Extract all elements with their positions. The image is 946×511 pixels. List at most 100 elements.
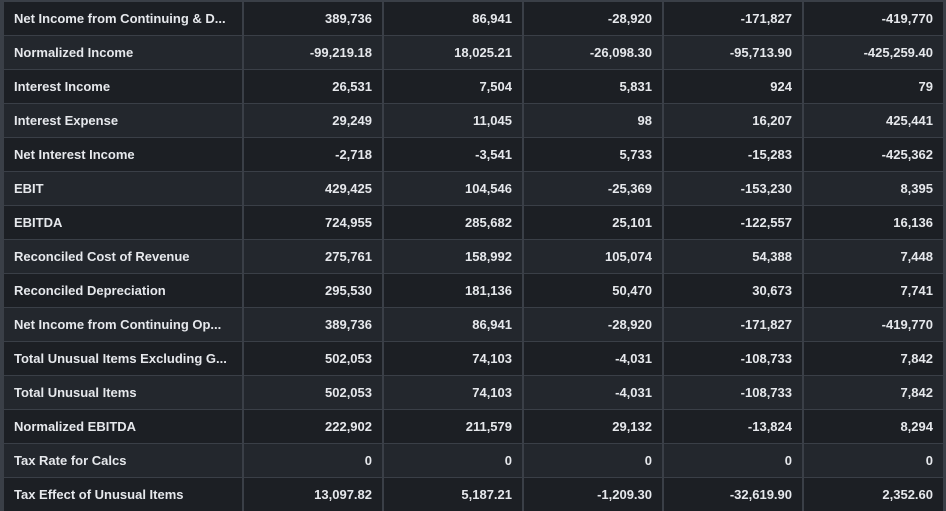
table-row: Tax Rate for Calcs 0 0 0 0 0	[0, 444, 946, 477]
value-cell: 5,831	[524, 70, 662, 103]
value-cell: -425,362	[804, 138, 943, 171]
value-cell: 275,761	[244, 240, 382, 273]
value-cell: 54,388	[664, 240, 802, 273]
table-row: Reconciled Cost of Revenue 275,761 158,992…	[0, 240, 946, 273]
value-cell: 285,682	[384, 206, 522, 239]
row-label: Tax Effect of Unusual Items	[4, 478, 242, 511]
value-cell: -108,733	[664, 376, 802, 409]
value-cell: -4,031	[524, 376, 662, 409]
row-label: Interest Expense	[4, 104, 242, 137]
table-row: Tax Effect of Unusual Items 13,097.82 5,18…	[0, 478, 946, 511]
row-label: Total Unusual Items	[4, 376, 242, 409]
value-cell: -153,230	[664, 172, 802, 205]
row-label: Normalized Income	[4, 36, 242, 69]
value-cell: -15,283	[664, 138, 802, 171]
table-row: Net Income from Continuing Op... 389,736 8…	[0, 308, 946, 341]
row-label: Total Unusual Items Excluding G...	[4, 342, 242, 375]
value-cell: 211,579	[384, 410, 522, 443]
value-cell: 18,025.21	[384, 36, 522, 69]
value-cell: 74,103	[384, 376, 522, 409]
table-row: EBIT 429,425 104,546 -25,369 -153,230 8,395	[0, 172, 946, 205]
row-label: Normalized EBITDA	[4, 410, 242, 443]
row-label: Reconciled Depreciation	[4, 274, 242, 307]
value-cell: -28,920	[524, 308, 662, 341]
value-cell: -171,827	[664, 308, 802, 341]
value-cell: 158,992	[384, 240, 522, 273]
value-cell: 105,074	[524, 240, 662, 273]
value-cell: 7,842	[804, 342, 943, 375]
table-row: Interest Income 26,531 7,504 5,831 924 79	[0, 70, 946, 103]
value-cell: -26,098.30	[524, 36, 662, 69]
value-cell: 13,097.82	[244, 478, 382, 511]
value-cell: -25,369	[524, 172, 662, 205]
value-cell: 0	[524, 444, 662, 477]
value-cell: -171,827	[664, 2, 802, 35]
value-cell: -28,920	[524, 2, 662, 35]
table-row: Total Unusual Items 502,053 74,103 -4,031 -1…	[0, 376, 946, 409]
value-cell: 25,101	[524, 206, 662, 239]
table-row: Reconciled Depreciation 295,530 181,136 50,…	[0, 274, 946, 307]
value-cell: 295,530	[244, 274, 382, 307]
row-label: EBIT	[4, 172, 242, 205]
value-cell: 16,207	[664, 104, 802, 137]
value-cell: -419,770	[804, 2, 943, 35]
row-label: Net Income from Continuing Op...	[4, 308, 242, 341]
value-cell: 502,053	[244, 342, 382, 375]
value-cell: 86,941	[384, 2, 522, 35]
table-row: Normalized Income -99,219.18 18,025.21 -26,…	[0, 36, 946, 69]
value-cell: -32,619.90	[664, 478, 802, 511]
value-cell: -2,718	[244, 138, 382, 171]
value-cell: 425,441	[804, 104, 943, 137]
value-cell: 0	[244, 444, 382, 477]
row-label: Net Interest Income	[4, 138, 242, 171]
row-label: Reconciled Cost of Revenue	[4, 240, 242, 273]
value-cell: 2,352.60	[804, 478, 943, 511]
value-cell: 79	[804, 70, 943, 103]
value-cell: 0	[804, 444, 943, 477]
value-cell: 222,902	[244, 410, 382, 443]
value-cell: 16,136	[804, 206, 943, 239]
row-label: Net Income from Continuing & D...	[4, 2, 242, 35]
row-label: Tax Rate for Calcs	[4, 444, 242, 477]
row-label: EBITDA	[4, 206, 242, 239]
table-row: EBITDA 724,955 285,682 25,101 -122,557 16,136	[0, 206, 946, 239]
value-cell: 7,448	[804, 240, 943, 273]
value-cell: 0	[664, 444, 802, 477]
value-cell: -13,824	[664, 410, 802, 443]
value-cell: 50,470	[524, 274, 662, 307]
value-cell: 7,504	[384, 70, 522, 103]
value-cell: 7,741	[804, 274, 943, 307]
value-cell: -95,713.90	[664, 36, 802, 69]
value-cell: 8,294	[804, 410, 943, 443]
value-cell: 0	[384, 444, 522, 477]
value-cell: 104,546	[384, 172, 522, 205]
table-row: Net Interest Income -2,718 -3,541 5,733 -15,…	[0, 138, 946, 171]
value-cell: 30,673	[664, 274, 802, 307]
value-cell: 7,842	[804, 376, 943, 409]
value-cell: 429,425	[244, 172, 382, 205]
value-cell: 29,132	[524, 410, 662, 443]
value-cell: 8,395	[804, 172, 943, 205]
value-cell: -1,209.30	[524, 478, 662, 511]
value-cell: -99,219.18	[244, 36, 382, 69]
value-cell: -425,259.40	[804, 36, 943, 69]
value-cell: 389,736	[244, 2, 382, 35]
table-row: Net Income from Continuing & D... 389,736…	[0, 2, 946, 35]
table-row: Interest Expense 29,249 11,045 98 16,207 425,…	[0, 104, 946, 137]
value-cell: 86,941	[384, 308, 522, 341]
value-cell: -3,541	[384, 138, 522, 171]
value-cell: 389,736	[244, 308, 382, 341]
value-cell: 5,733	[524, 138, 662, 171]
value-cell: -419,770	[804, 308, 943, 341]
value-cell: 924	[664, 70, 802, 103]
value-cell: -122,557	[664, 206, 802, 239]
row-label: Interest Income	[4, 70, 242, 103]
value-cell: 181,136	[384, 274, 522, 307]
value-cell: -4,031	[524, 342, 662, 375]
value-cell: 502,053	[244, 376, 382, 409]
value-cell: 724,955	[244, 206, 382, 239]
value-cell: 5,187.21	[384, 478, 522, 511]
value-cell: 29,249	[244, 104, 382, 137]
table-row: Normalized EBITDA 222,902 211,579 29,132 -13…	[0, 410, 946, 443]
